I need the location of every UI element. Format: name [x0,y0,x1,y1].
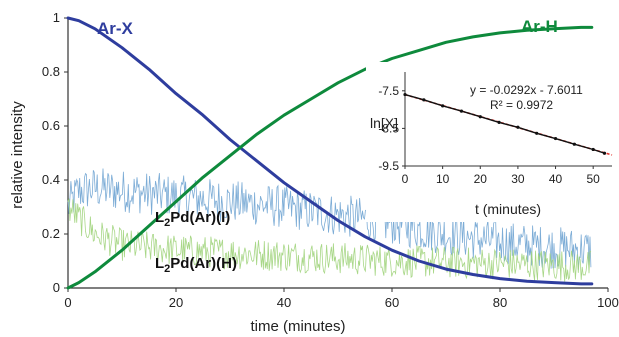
inset-x-tick-label: 0 [402,172,409,186]
y-ticks: 0 0.2 0.4 0.6 0.8 1 [42,10,68,295]
y-tick-label: 0.2 [42,226,60,241]
x-tick-label: 60 [385,295,399,310]
inset-y-tick-label: -7.5 [378,84,399,98]
inset-y-tick-label: -8.5 [378,121,399,135]
x-tick-label: 0 [64,295,71,310]
series-layer [66,16,594,290]
series-line-l2pd-ar-h- [67,198,592,282]
inset-y-tick-label: -9.5 [378,159,399,173]
x-tick-label: 20 [169,295,183,310]
inset-data-point [516,125,520,129]
inset-x-tick-label: 50 [587,172,601,186]
x-tick-label: 40 [277,295,291,310]
inset-data-point [403,92,407,97]
label-arx: Ar-X [97,19,134,38]
inset-x-axis-label: t (minutes) [475,201,541,217]
inset-data-point [535,131,539,135]
inset-data-point [602,151,607,155]
label-pd-i-suffix: Pd(Ar)(I) [170,209,230,226]
inset-data-points [403,92,607,155]
inset-y-axis-label: ln[X] [370,115,398,131]
inset-data-point [497,120,501,124]
x-axis-label: time (minutes) [250,318,345,335]
x-ticks: 0 20 40 60 80 100 [64,288,619,310]
inset-data-point [478,115,482,119]
inset-data-point [572,142,576,146]
label-pd-i: L2Pd(Ar)(I) [155,209,230,229]
label-pd-i-sub: 2 [164,217,170,229]
inset-x-tick-label: 20 [474,172,488,186]
x-tick-label: 100 [597,295,619,310]
inset-data-point [553,136,558,141]
series-line-ar-h [66,25,594,290]
inset-chart: 0 10 20 30 40 50 -7.5 -8.5 -9.5 y = -0.0292x - … [366,62,618,222]
y-axis-label: relative intensity [9,101,26,209]
inset-fit-equation: y = -0.0292x - 7.6011 [470,83,583,97]
y-tick-label: 0 [53,280,60,295]
label-pd-h-suffix: Pd(Ar)(H) [170,255,237,272]
inset-data-point [591,147,595,152]
inset-x-tick-label: 40 [549,172,563,186]
inset-r-squared: R² = 0.9972 [490,98,553,112]
label-arh: Ar-H [521,17,558,36]
inset-data-point [459,109,464,113]
inset-x-tick-label: 10 [436,172,450,186]
x-tick-label: 80 [493,295,507,310]
inset-data-line [404,93,605,154]
inset-x-ticks: 0 10 20 30 40 50 [402,166,601,186]
y-tick-label: 0.8 [42,64,60,79]
inset-y-ticks: -7.5 -8.5 -9.5 [378,84,405,173]
series-line-ar-x [66,16,594,286]
label-pd-i-prefix: L [155,209,164,226]
label-pd-h-prefix: L [155,255,164,272]
inset-x-tick-label: 30 [511,172,525,186]
label-pd-h-sub: 2 [164,263,170,275]
label-pd-h: L2Pd(Ar)(H) [155,255,237,275]
series-line-l2pd-ar-i- [67,168,592,270]
inset-data-point [441,104,445,108]
y-tick-label: 0.4 [42,172,60,187]
y-tick-label: 0.6 [42,118,60,133]
inset-data-point [422,98,426,102]
y-tick-label: 1 [53,10,60,25]
inset-background [366,62,618,222]
